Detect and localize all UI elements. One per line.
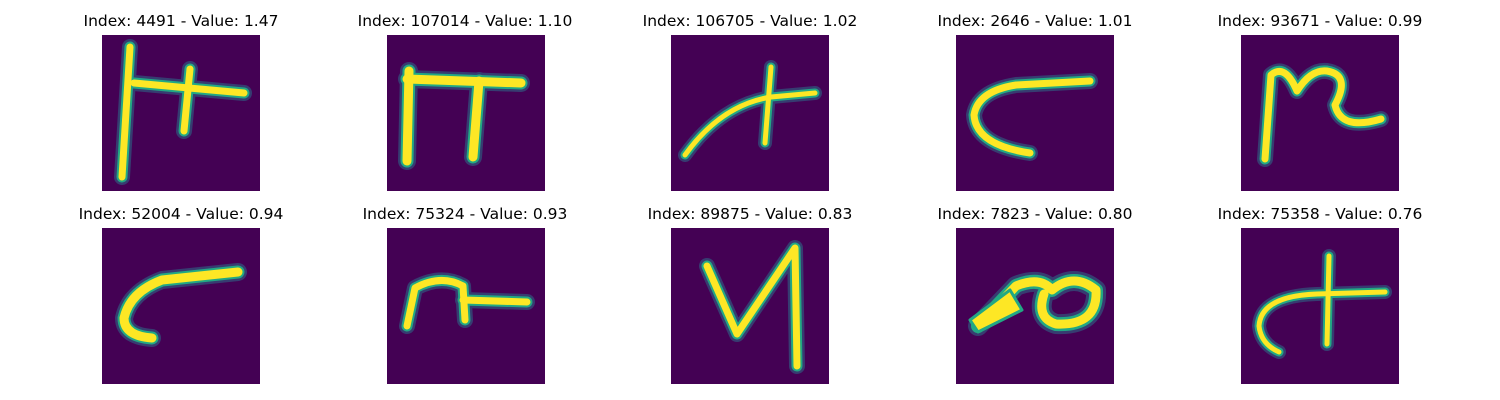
panel-title: Index: 89875 - Value: 0.83 — [647, 205, 853, 223]
panel-title: Index: 4491 - Value: 1.47 — [83, 12, 279, 30]
glyph-image — [956, 35, 1114, 191]
glyph-image — [671, 228, 829, 384]
glyph-image — [102, 228, 260, 384]
glyph-image — [1241, 228, 1399, 384]
panel-title: Index: 2646 - Value: 1.01 — [937, 12, 1133, 30]
glyph-image — [102, 35, 260, 191]
glyph-image — [671, 35, 829, 191]
panel-title: Index: 107014 - Value: 1.10 — [357, 12, 573, 30]
panel-title: Index: 75358 - Value: 0.76 — [1217, 205, 1423, 223]
glyph-image — [1241, 35, 1399, 191]
panel-title: Index: 52004 - Value: 0.94 — [78, 205, 284, 223]
glyph-image — [387, 35, 545, 191]
panel-title: Index: 7823 - Value: 0.80 — [937, 205, 1133, 223]
panel-title: Index: 75324 - Value: 0.93 — [362, 205, 568, 223]
panel-title: Index: 93671 - Value: 0.99 — [1217, 12, 1423, 30]
glyph-image — [387, 228, 545, 384]
panel-title: Index: 106705 - Value: 1.02 — [642, 12, 858, 30]
glyph-image — [956, 228, 1114, 384]
